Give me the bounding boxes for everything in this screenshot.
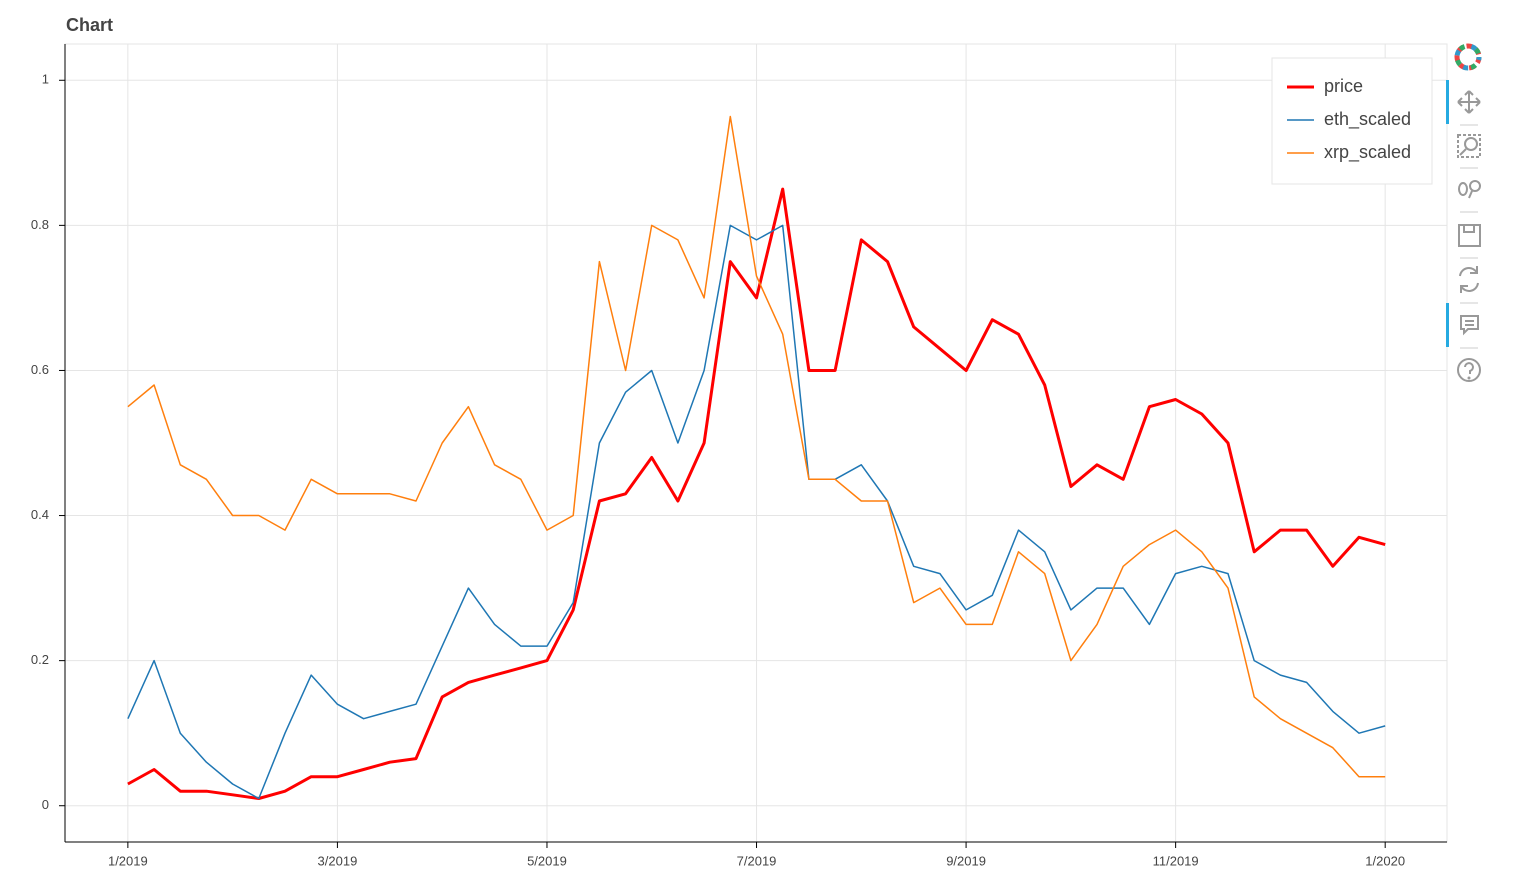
y-tick-label: 1 — [42, 72, 49, 87]
active-indicator — [1446, 303, 1449, 347]
x-tick-label: 1/2019 — [108, 853, 148, 868]
y-tick-label: 0 — [42, 797, 49, 812]
plot-area — [64, 43, 1448, 843]
y-tick-label: 0.6 — [31, 362, 49, 377]
y-tick-label: 0.8 — [31, 217, 49, 232]
toolbar — [1446, 43, 1482, 382]
pan-tool[interactable] — [1457, 90, 1481, 114]
x-tick-label: 1/2020 — [1365, 853, 1405, 868]
y-tick-label: 0.2 — [31, 652, 49, 667]
save-tool[interactable] — [1458, 224, 1481, 247]
bokeh-logo[interactable] — [1454, 43, 1482, 71]
legend-label: xrp_scaled — [1324, 142, 1411, 163]
reset-tool[interactable] — [1459, 266, 1479, 293]
legend-label: eth_scaled — [1324, 109, 1411, 130]
y-tick-label: 0.4 — [31, 507, 49, 522]
chart-title: Chart — [66, 15, 113, 35]
x-tick-label: 5/2019 — [527, 853, 567, 868]
x-tick-label: 9/2019 — [946, 853, 986, 868]
line-series — [127, 187, 1386, 800]
line-series — [127, 115, 1386, 778]
wheel-zoom-tool[interactable] — [1458, 180, 1481, 199]
hover-tool[interactable] — [1460, 315, 1479, 336]
line-series — [127, 224, 1386, 800]
x-tick-label: 3/2019 — [318, 853, 358, 868]
x-tick-label: 11/2019 — [1153, 853, 1199, 868]
help-tool[interactable] — [1457, 358, 1481, 382]
box-zoom-tool[interactable] — [1457, 134, 1481, 158]
legend-box — [1271, 57, 1433, 185]
active-indicator — [1446, 80, 1449, 124]
legend-label: price — [1324, 76, 1363, 96]
x-tick-label: 7/2019 — [737, 853, 777, 868]
